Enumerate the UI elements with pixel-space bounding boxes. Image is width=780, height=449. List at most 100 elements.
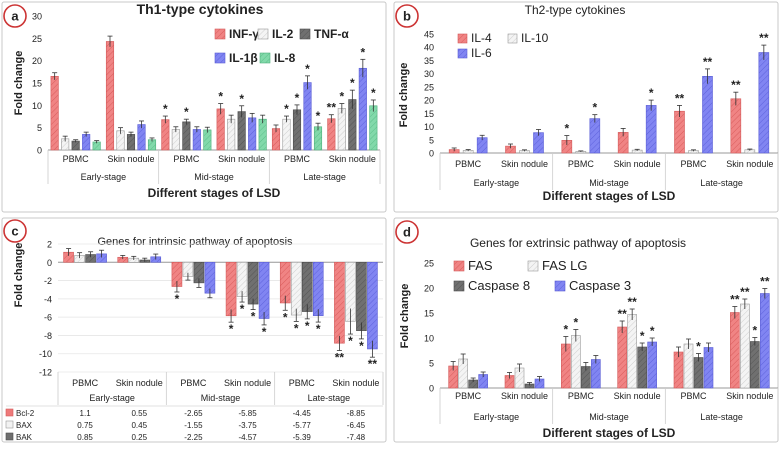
y-tick-label: -6 [44, 313, 52, 323]
x-category-label: PBMC [455, 159, 482, 169]
significance-marker: * [305, 319, 310, 333]
legend-label: FAS LG [542, 258, 588, 273]
significance-marker: * [284, 102, 289, 116]
significance-marker: ** [703, 55, 713, 69]
bar-a-il-1- [82, 134, 91, 151]
significance-marker: ** [759, 31, 769, 45]
legend-swatch [457, 48, 468, 59]
significance-marker: * [184, 105, 189, 119]
y-tick-label: 25 [32, 34, 42, 44]
bar-c-caspase-9 [204, 261, 216, 294]
y-tick-label: 15 [424, 309, 434, 319]
significance-marker: * [239, 92, 244, 106]
bar-d-fas [617, 326, 627, 389]
x-group-label: Mid-stage [201, 393, 241, 403]
x-group-label: Mid-stage [589, 178, 629, 188]
x-group-label: Early-stage [81, 172, 127, 182]
x-group-label: Early-stage [89, 393, 135, 403]
bar-a-il-2 [337, 108, 346, 151]
legend-swatch [507, 33, 518, 44]
bar-a-tnf- [292, 109, 302, 151]
chart-title-c: Genes for intrinsic pathway of apoptosis [97, 236, 293, 248]
y-tick-label: 20 [424, 96, 434, 106]
y-tick-label: 0 [429, 149, 434, 159]
legend-swatch [257, 28, 269, 40]
bar-b-il-6 [702, 76, 713, 154]
bar-d-fas [673, 351, 684, 389]
bar-b-il-6 [589, 118, 601, 154]
x-category-label: Skin nodule [501, 391, 548, 401]
bar-b-il-4 [674, 110, 685, 154]
significance-marker: * [564, 122, 569, 136]
y-tick-label: 5 [429, 359, 434, 369]
table-cell: -5.77 [293, 421, 312, 430]
legend-label: IL-10 [521, 31, 549, 45]
y-tick-label: 30 [424, 69, 434, 79]
y-tick-label: 20 [424, 284, 434, 294]
bar-c-bcl-2 [225, 261, 237, 317]
x-axis-label-a: Different stages of LSD [148, 186, 281, 200]
y-tick-label: -4 [44, 294, 52, 304]
significance-marker: * [163, 102, 168, 116]
table-row-swatch [5, 420, 14, 429]
table-cell: 0.55 [131, 409, 147, 418]
x-group-label: Late-stage [700, 412, 743, 422]
y-tick-label: 20 [32, 56, 42, 66]
significance-marker: * [316, 109, 321, 123]
y-tick-label: -8 [44, 331, 52, 341]
y-axis-label-b: Fold change [398, 63, 410, 128]
x-group-label: Mid-stage [194, 172, 234, 182]
significance-marker: ** [617, 307, 627, 321]
x-category-label: PBMC [455, 391, 482, 401]
bar-a-il-2 [227, 118, 236, 151]
chart-a: Th1-type cytokines Fold change 0 5 10 15 20 25 3… [13, 1, 381, 200]
y-axis-label-d: Fold change [399, 284, 411, 349]
bar-a-il-8 [203, 129, 212, 151]
bar-a-il-1- [137, 124, 146, 151]
significance-marker: * [283, 310, 288, 324]
chart-b: Th2-type cytokines Fold change 0 5 10 15 20 25 3… [398, 3, 779, 203]
panel-label-circle-b [395, 4, 419, 28]
bar-c-bak [301, 261, 313, 312]
x-group-label: Mid-stage [589, 412, 629, 422]
x-axis-label-d: Different stages of LSD [543, 426, 676, 440]
x-category-label: Skin nodule [501, 159, 548, 169]
significance-marker: * [649, 86, 654, 100]
significance-marker: * [360, 45, 365, 59]
bar-d-fas-lg [683, 343, 694, 389]
y-tick-label: 0 [47, 258, 52, 268]
bar-d-caspase-3 [703, 347, 714, 389]
x-category-label: Skin nodule [614, 159, 661, 169]
bar-a-tnf- [126, 134, 136, 151]
significance-marker: * [650, 324, 655, 338]
x-category-label: PBMC [680, 391, 707, 401]
significance-marker: ** [327, 101, 337, 115]
x-group-label: Late-stage [700, 178, 743, 188]
legend-label: IL-1β [229, 51, 258, 65]
table-cell: -4.45 [293, 409, 312, 418]
significance-marker: ** [335, 351, 345, 365]
table-cell: 0.85 [77, 433, 93, 442]
panel-frame-d [393, 217, 779, 443]
y-tick-label: 35 [424, 56, 434, 66]
legend-swatch [214, 28, 226, 40]
y-tick-label: 10 [32, 101, 42, 111]
x-category-label: PBMC [680, 159, 707, 169]
table-row-label: Bcl-2 [16, 409, 35, 418]
table-cell: -2.65 [184, 409, 203, 418]
legend-swatch [259, 52, 271, 64]
chart-title-a: Th1-type cytokines [137, 1, 264, 17]
significance-marker: * [262, 325, 267, 339]
legend-label: IL-2 [272, 27, 294, 41]
chart-d: Genes for extrinsic pathway of apoptosis… [399, 236, 779, 440]
x-category-label: PBMC [568, 391, 595, 401]
bar-a-inf- [161, 119, 170, 151]
bar-a-il-8 [258, 118, 267, 151]
significance-marker: * [592, 101, 597, 115]
y-tick-label: -12 [39, 368, 52, 378]
x-category-label: Skin nodule [332, 378, 379, 388]
significance-marker: * [229, 322, 234, 336]
bar-a-inf- [50, 76, 59, 151]
x-category-label: PBMC [63, 154, 90, 164]
chart-title-b: Th2-type cytokines [525, 3, 626, 17]
